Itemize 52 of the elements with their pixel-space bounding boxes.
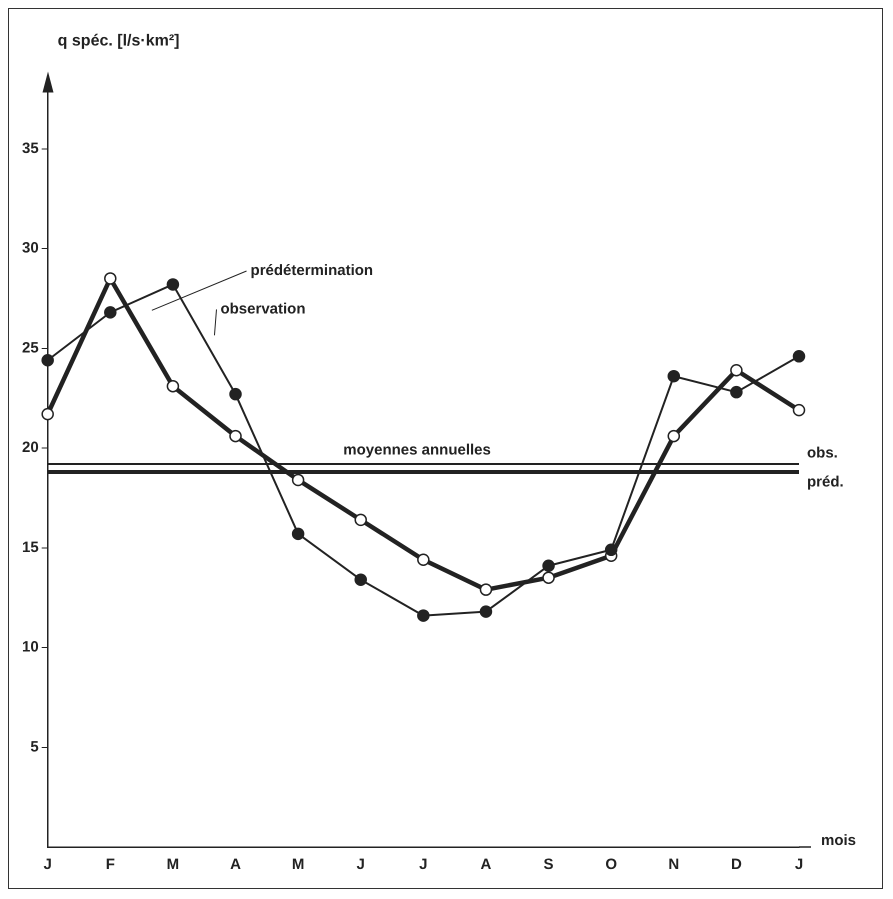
y-tick-label: 20 (22, 439, 39, 456)
x-tick-label: M (166, 856, 180, 874)
x-tick-label: J (794, 856, 804, 874)
point (792, 404, 806, 416)
point (730, 364, 743, 376)
x-axis-title: mois (821, 832, 856, 850)
x-tick-label: S (544, 856, 554, 874)
point (292, 474, 304, 486)
ref-line-label: préd. (807, 474, 844, 491)
point (41, 408, 54, 420)
y-tick-label: 25 (22, 339, 39, 356)
point (229, 430, 242, 442)
point (668, 370, 680, 382)
ref-line-label: obs. (807, 444, 838, 462)
point (166, 278, 180, 291)
x-tick-label: J (44, 856, 52, 874)
point (480, 583, 492, 596)
y-tick-label: 35 (22, 140, 39, 157)
x-tick-label: M (292, 856, 304, 874)
point (480, 605, 492, 618)
point (417, 554, 430, 566)
y-tick-label: 30 (22, 240, 39, 257)
point (792, 350, 806, 363)
point (166, 380, 180, 392)
x-tick-label: N (668, 856, 680, 874)
point (229, 388, 242, 400)
text: prédétermination (250, 262, 374, 280)
x-tick-label: O (605, 856, 618, 874)
x-tick-label: J (356, 856, 365, 874)
point (604, 544, 618, 556)
x-tick-label: A (230, 856, 242, 874)
y-tick-label: 15 (22, 538, 39, 556)
x-tick-label: F (106, 856, 115, 874)
point (104, 306, 117, 319)
series-label: observation (220, 300, 306, 318)
point (354, 573, 367, 586)
x-tick-label: J (419, 856, 428, 874)
point (104, 272, 117, 285)
x-tick-label: D (730, 856, 742, 874)
point (354, 514, 367, 526)
point (668, 430, 680, 442)
point (417, 609, 430, 622)
annotation: moyennes annuelles (343, 442, 491, 459)
x-tick-label: A (480, 856, 492, 874)
point (542, 559, 555, 572)
y-tick-label: 10 (22, 638, 39, 656)
point (41, 354, 54, 367)
point (542, 571, 555, 584)
point (292, 528, 304, 540)
y-axis-title: q spéc. [l/s·km²] (58, 32, 180, 50)
y-tick-label: 5 (30, 738, 39, 756)
point (730, 386, 743, 398)
